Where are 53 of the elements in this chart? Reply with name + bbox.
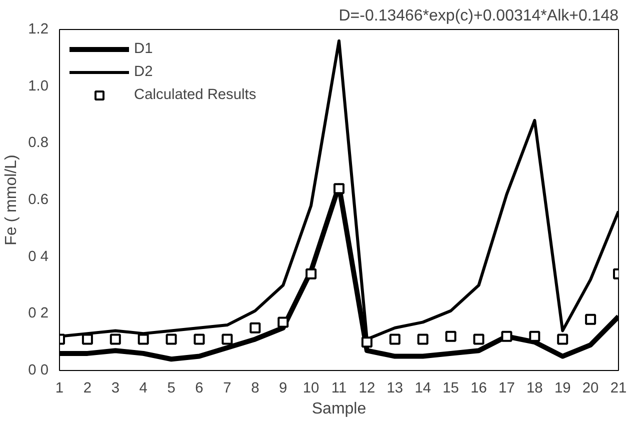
x-tick-label: 9	[279, 380, 288, 396]
point	[138, 334, 149, 345]
x-tick-label: 2	[83, 380, 92, 396]
y-axis-title: Fe ( mmol/L)	[3, 154, 20, 246]
x-tick-label: 11	[331, 380, 347, 396]
point	[361, 336, 372, 348]
x-tick-label: 15	[442, 380, 459, 396]
x-tick-label: 13	[386, 380, 404, 396]
x-tick-label: 21	[610, 380, 627, 396]
legend-label: D1	[134, 41, 154, 57]
x-tick-label: 1	[55, 380, 64, 396]
x-tick-label: 5	[167, 380, 176, 396]
y-tick-label: 0.8	[28, 135, 48, 152]
x-tick-label: 12	[358, 380, 376, 396]
point	[473, 334, 484, 345]
point	[278, 316, 289, 328]
point	[557, 334, 568, 345]
x-tick-label: 4	[139, 380, 148, 396]
point	[250, 322, 261, 334]
x-tick-label: 17	[498, 380, 515, 396]
x-tick-label: 3	[111, 380, 120, 396]
x-axis-title: Sample	[312, 400, 366, 418]
point	[222, 334, 233, 345]
point	[445, 330, 456, 342]
y-tick-label: 1.2	[28, 22, 48, 38]
point	[306, 268, 317, 280]
point	[585, 314, 596, 325]
point	[389, 334, 400, 345]
legend-label: Calculated Results	[134, 87, 256, 103]
x-tick-label: 7	[223, 380, 232, 396]
x-tick-label: 6	[195, 380, 204, 396]
x-tick-label: 10	[302, 380, 320, 396]
y-tick-label: 0 4	[28, 248, 48, 265]
point	[417, 334, 428, 345]
x-tick-label: 20	[582, 380, 599, 396]
point	[529, 330, 540, 342]
x-tick-label: 18	[526, 380, 543, 396]
point	[334, 183, 344, 194]
x-tick-label: 14	[414, 380, 432, 396]
y-tick-label: 1.0	[28, 78, 48, 94]
point	[82, 334, 93, 345]
x-tick-label: 19	[554, 380, 571, 396]
point	[194, 334, 205, 345]
point	[501, 330, 512, 342]
point	[110, 334, 121, 345]
chart-title: D=-0.13466*exp(c)+0.00314*Alk+0.148	[338, 8, 619, 24]
y-tick-label: 0.6	[28, 192, 48, 208]
y-tick-label: 0 0	[28, 362, 48, 378]
x-tick-label: 16	[470, 380, 487, 396]
legend-label: D2	[134, 64, 154, 80]
point	[166, 334, 177, 345]
y-tick-label: 0 2	[28, 306, 48, 322]
x-tick-label: 8	[251, 380, 260, 396]
